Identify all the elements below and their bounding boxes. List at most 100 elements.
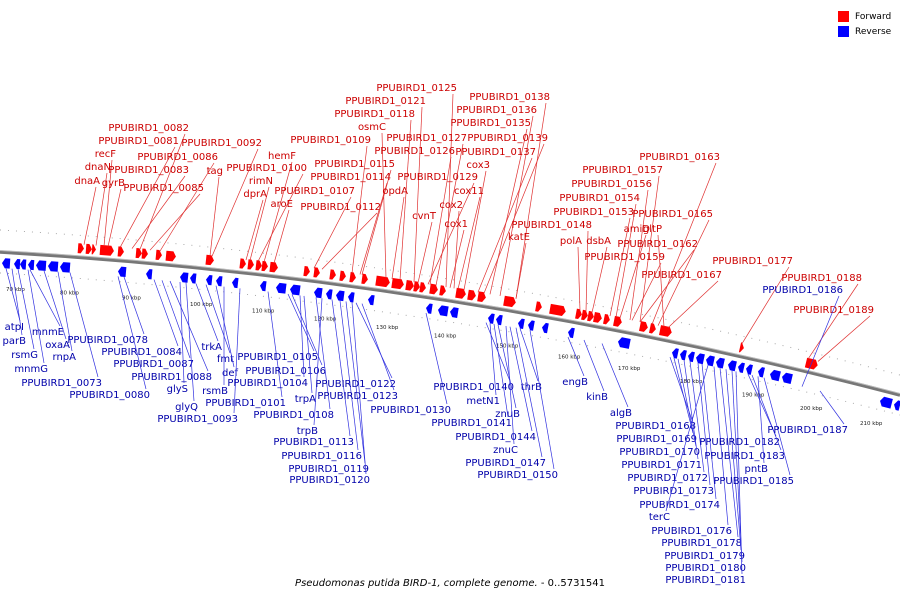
forward-gene-label: katE — [508, 232, 530, 243]
forward-gene-label: PPUBIRD1_0157 — [582, 165, 663, 176]
forward-gene-arrow — [738, 342, 744, 353]
reverse-gene-arrow — [680, 349, 687, 361]
forward-gene-label: dnaA — [74, 176, 100, 187]
forward-gene-label: PPUBIRD1_0135 — [450, 118, 531, 129]
reverse-leader-line — [601, 343, 629, 408]
forward-leader-line — [321, 212, 378, 270]
forward-gene-label: dprA — [243, 189, 267, 200]
reverse-leader-line — [267, 291, 283, 398]
forward-gene-arrow — [804, 357, 818, 370]
reverse-leader-line — [195, 283, 219, 342]
reverse-gene-arrow — [672, 348, 679, 359]
forward-gene-label: PPUBIRD1_0129 — [397, 172, 478, 183]
reverse-gene-arrow — [770, 369, 781, 382]
reverse-gene-label: parB — [3, 336, 27, 347]
forward-gene-arrow — [205, 254, 214, 266]
reverse-gene-label: PPUBIRD1_0150 — [477, 470, 558, 481]
forward-gene-label: PPUBIRD1_0188 — [781, 273, 862, 284]
reverse-leader-line — [205, 284, 231, 354]
reverse-leader-line — [351, 302, 367, 475]
reverse-gene-label: PPUBIRD1_0088 — [131, 372, 212, 383]
reverse-gene-label: PPUBIRD1_0174 — [639, 500, 720, 511]
reverse-gene-label: PPUBIRD1_0181 — [665, 575, 746, 586]
forward-gene-label: PPUBIRD1_0163 — [639, 152, 720, 163]
reverse-gene-label: fmt — [217, 354, 234, 365]
reverse-leader-line — [153, 279, 179, 347]
reverse-gene-arrow — [716, 357, 725, 369]
reverse-gene-arrow — [738, 362, 745, 374]
reverse-gene-label: PPUBIRD1_0104 — [227, 378, 308, 389]
reverse-leader-line — [57, 271, 73, 352]
tick-label: 210 kbp — [860, 421, 883, 427]
reverse-gene-label: PPUBIRD1_0087 — [113, 359, 194, 370]
reverse-gene-label: PPUBIRD1_0101 — [205, 398, 286, 409]
reverse-leader-line — [69, 272, 99, 378]
forward-gene-label: PPUBIRD1_0125 — [376, 83, 457, 94]
forward-leader-line — [807, 283, 859, 360]
reverse-gene-arrow — [438, 305, 449, 317]
reverse-gene-label: PPUBIRD1_0144 — [455, 432, 536, 443]
reverse-gene-label: PPUBIRD1_0187 — [767, 425, 848, 436]
reverse-gene-arrow — [368, 294, 375, 306]
forward-leader-line — [631, 262, 662, 321]
reverse-gene-label: thrB — [521, 382, 542, 393]
forward-leader-line — [103, 159, 113, 247]
reverse-gene-label: znuB — [495, 409, 520, 420]
reverse-gene-label: PPUBIRD1_0123 — [317, 391, 398, 402]
reverse-gene-label: metN1 — [466, 396, 500, 407]
forward-leader-line — [457, 196, 481, 290]
forward-gene-label: PPUBIRD1_0148 — [511, 220, 592, 231]
forward-gene-label: PPUBIRD1_0085 — [123, 183, 204, 194]
forward-leader-line — [119, 146, 176, 248]
reverse-gene-arrow — [568, 327, 575, 339]
forward-gene-label: PPUBIRD1_0109 — [290, 135, 371, 146]
forward-gene-label: PPUBIRD1_0112 — [300, 202, 381, 213]
forward-gene-label: opdA — [382, 186, 408, 197]
reverse-leader-line — [185, 282, 195, 402]
forward-gene-arrow — [135, 247, 142, 259]
forward-leader-line — [359, 182, 388, 275]
forward-gene-label: PPUBIRD1_0165 — [632, 209, 713, 220]
forward-leader-line — [477, 157, 533, 293]
forward-leader-line — [577, 246, 581, 311]
reverse-gene-label: trpA — [295, 394, 316, 405]
forward-gene-arrow — [329, 269, 336, 280]
reverse-leader-line — [763, 377, 791, 476]
forward-leader-line — [263, 161, 293, 263]
forward-leader-line — [95, 172, 108, 246]
reverse-leader-line — [43, 270, 67, 340]
forward-gene-label: PPUBIRD1_0100 — [226, 163, 307, 174]
reverse-gene-arrow — [348, 292, 355, 303]
forward-leader-line — [591, 246, 608, 313]
legend-item-reverse: Reverse — [838, 24, 891, 39]
forward-gene-arrow — [455, 287, 466, 299]
reverse-gene-arrow — [696, 353, 705, 365]
forward-gene-label: PPUBIRD1_0083 — [108, 165, 189, 176]
tick-label: 140 kbp — [434, 333, 457, 339]
reverse-gene-arrow — [290, 284, 301, 296]
forward-leader-line — [463, 170, 487, 291]
reverse-leader-line — [355, 302, 393, 379]
reverse-gene-arrow — [426, 303, 433, 314]
forward-gene-arrow — [99, 244, 114, 256]
reverse-gene-label: PPUBIRD1_0140 — [433, 382, 514, 393]
forward-gene-label: PPUBIRD1_0114 — [310, 172, 391, 183]
reverse-gene-label: PPUBIRD1_0108 — [253, 410, 334, 421]
forward-leader-line — [413, 106, 423, 283]
reverse-gene-label: oxaA — [45, 340, 70, 351]
reverse-gene-label: PPUBIRD1_0105 — [237, 352, 318, 363]
reverse-leader-line — [345, 301, 366, 464]
forward-leader-line — [499, 115, 534, 297]
forward-gene-label: PPUBIRD1_0153 — [553, 207, 634, 218]
forward-leader-line — [483, 143, 545, 294]
reverse-leader-line — [11, 268, 23, 336]
tick-label: 110 kbp — [252, 309, 275, 315]
forward-gene-arrow — [255, 260, 262, 271]
reverse-gene-label: PPUBIRD1_0080 — [69, 390, 150, 401]
forward-gene-label: polA — [560, 236, 582, 247]
tick-label: 80 kbp — [60, 290, 79, 296]
reverse-gene-arrow — [14, 259, 21, 270]
reverse-gene-label: rnpA — [53, 352, 77, 363]
reverse-leader-line — [665, 365, 709, 512]
reverse-leader-line — [751, 374, 782, 451]
